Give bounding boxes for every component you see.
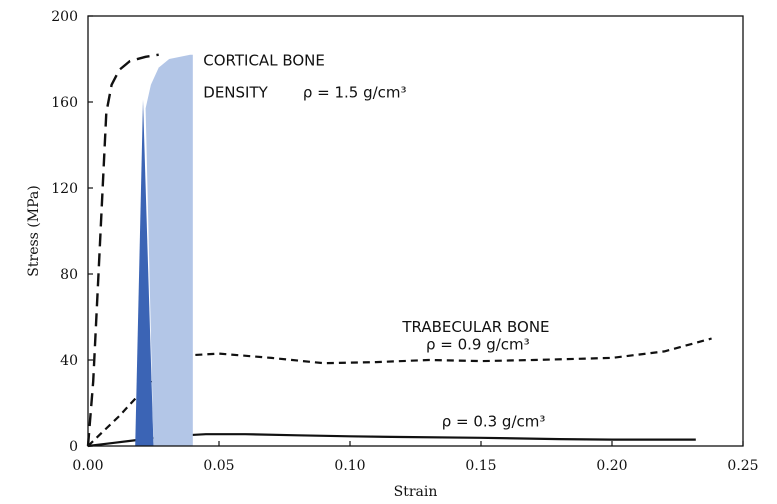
x-tick-label: 0.00 bbox=[72, 458, 103, 474]
y-tick-label: 160 bbox=[51, 95, 78, 111]
x-axis-label: Strain bbox=[394, 484, 438, 500]
highlight-area bbox=[145, 54, 193, 446]
chart-annotation: ρ = 0.9 g/cm³ bbox=[426, 335, 530, 353]
series-line-1 bbox=[86, 53, 159, 447]
chart-annotation: ρ = 1.5 g/cm³ bbox=[303, 84, 407, 102]
x-tick-label: 0.05 bbox=[203, 458, 234, 474]
y-tick-label: 40 bbox=[60, 353, 78, 369]
tick-layer: 0.00 0.05 0.10 0.15 0.20 0.25 0 40 80 120 160 200 bbox=[51, 9, 758, 474]
shape-layer bbox=[135, 54, 193, 447]
x-tick-label: 0.20 bbox=[596, 458, 627, 474]
chart-annotation: DENSITY bbox=[203, 84, 268, 102]
y-axis-label: Stress (MPa) bbox=[26, 185, 42, 276]
annotation-layer: CORTICAL BONE DENSITY ρ = 1.5 g/cm³ TRABECU… bbox=[203, 51, 549, 430]
chart-annotation: TRABECULAR BONE bbox=[401, 318, 549, 336]
x-tick-label: 0.25 bbox=[727, 458, 758, 474]
plot-frame bbox=[87, 15, 744, 447]
chart-annotation: ρ = 0.3 g/cm³ bbox=[442, 413, 546, 431]
y-tick-label: 200 bbox=[51, 9, 78, 25]
highlight-triangle bbox=[135, 99, 154, 447]
x-tick-label: 0.15 bbox=[465, 458, 496, 474]
y-tick-label: 80 bbox=[60, 267, 78, 283]
series-line-2 bbox=[87, 337, 712, 447]
x-tick-label: 0.10 bbox=[334, 458, 365, 474]
y-tick-label: 0 bbox=[69, 439, 78, 455]
y-tick-label: 120 bbox=[51, 181, 78, 197]
chart-annotation: CORTICAL BONE bbox=[203, 51, 325, 69]
